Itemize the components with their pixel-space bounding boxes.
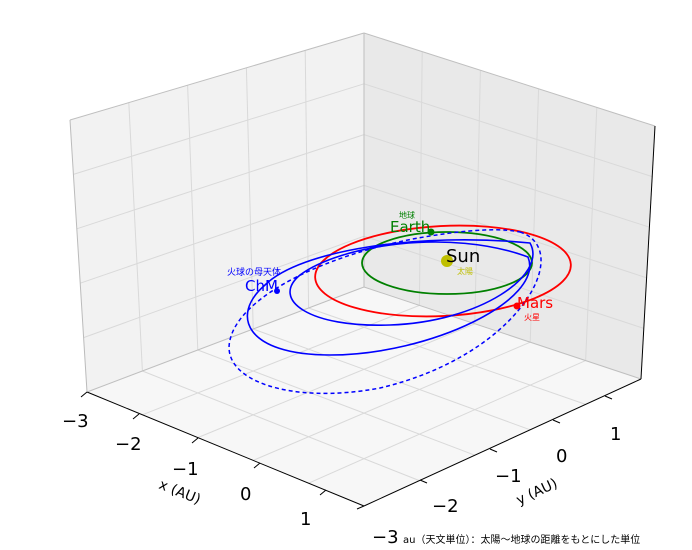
grid-line [253, 341, 531, 461]
sun-label-ja: 太陽 [457, 266, 473, 276]
x-tick-mark [191, 437, 199, 444]
y-tick-label: −3 [372, 527, 399, 548]
grid-line [128, 102, 143, 372]
y-tick-label: −2 [432, 496, 459, 517]
y-axis-ticks: −3 −2 −1 0 1 [356, 395, 621, 548]
y-tick-label: 1 [610, 424, 621, 445]
grid-line [245, 67, 254, 330]
grid-line [142, 304, 420, 416]
y-tick-mark [419, 479, 428, 484]
grid-line [80, 184, 365, 284]
y-axis-line [363, 378, 642, 507]
chm-label-ja: 火球の母天体 [227, 266, 281, 278]
grid-line [142, 370, 420, 482]
y-tick-label: 0 [556, 446, 567, 467]
x-axis-label: x (AU) [157, 477, 203, 508]
grid-line [585, 107, 598, 361]
left-edge-line [69, 119, 88, 393]
grid-line [197, 349, 475, 456]
grid-line [474, 70, 481, 324]
y-tick-mark [604, 395, 613, 400]
grid-line [83, 235, 365, 339]
grid-line [308, 360, 586, 484]
floor-pane [87, 287, 641, 506]
x-tick-label: −2 [115, 434, 142, 455]
mars-label: Mars [517, 294, 553, 312]
x-tick-mark [132, 413, 140, 420]
grid-line [363, 83, 653, 178]
y-tick-label: −1 [495, 466, 522, 487]
grid-line [418, 51, 423, 306]
grid-line [73, 83, 365, 175]
grid-line [363, 134, 650, 228]
sun-marker [441, 255, 453, 267]
left-pane [70, 33, 364, 392]
grid-line [363, 235, 644, 329]
x-tick-label: −3 [62, 411, 89, 432]
mars-orbit [314, 224, 572, 318]
pane-edges [69, 32, 656, 393]
x-axis-ticks: −3 −2 −1 0 1 [62, 391, 327, 530]
x-tick-mark [253, 462, 261, 469]
grid-line [253, 328, 531, 431]
x-tick-mark [80, 391, 88, 398]
x-axis-line [86, 391, 365, 507]
chm-label: ChM [245, 277, 278, 295]
grid-line [363, 184, 647, 279]
chm-orbit-dashed [228, 229, 542, 395]
x-tick-label: 0 [240, 484, 251, 505]
x-tick-label: 1 [300, 509, 311, 530]
earth-marker [427, 228, 435, 236]
footnote: au（天文単位）：太陽〜地球の距離をもとにした単位 [403, 535, 641, 546]
earth-label: Earth [390, 218, 430, 236]
y-tick-mark [489, 448, 498, 453]
sun-label: Sun [446, 246, 480, 267]
chm-marker [274, 288, 280, 294]
grid-lines [73, 50, 653, 484]
z-axis-line [640, 125, 656, 380]
grid-line [197, 323, 475, 439]
x-tick-mark [319, 489, 327, 496]
right-pane [364, 33, 655, 379]
grid-line [304, 50, 310, 309]
grid-line [187, 85, 199, 351]
y-tick-mark [552, 419, 561, 424]
grid-line [76, 134, 365, 230]
earth-label-ja: 地球 [399, 210, 415, 220]
mars-label-ja: 火星 [524, 313, 540, 322]
mars-marker [513, 302, 521, 310]
x-tick-label: −1 [172, 459, 199, 480]
y-tick-mark [356, 505, 365, 510]
